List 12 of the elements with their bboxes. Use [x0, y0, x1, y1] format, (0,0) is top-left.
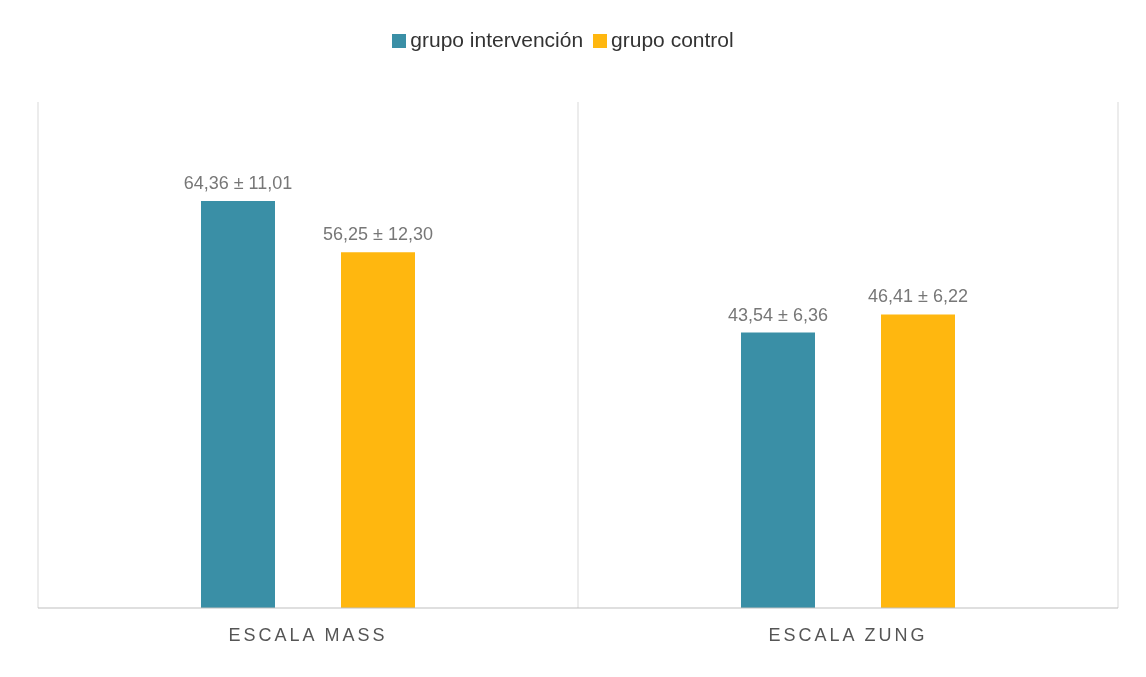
- legend-label: grupo intervención: [410, 28, 584, 51]
- data-label: 46,41 ± 6,22: [868, 286, 968, 307]
- bar: [341, 252, 415, 608]
- x-tick-label: ESCALA MASS: [228, 624, 388, 645]
- data-label: 56,25 ± 12,30: [323, 224, 433, 245]
- data-label: 43,54 ± 6,36: [728, 304, 828, 325]
- bar: [201, 200, 275, 608]
- legend-label: grupo control: [611, 28, 734, 51]
- bar: [881, 314, 955, 608]
- x-tick-label: ESCALA ZUNG: [768, 624, 928, 645]
- data-label: 64,36 ± 11,01: [183, 172, 293, 193]
- bar: [741, 332, 815, 608]
